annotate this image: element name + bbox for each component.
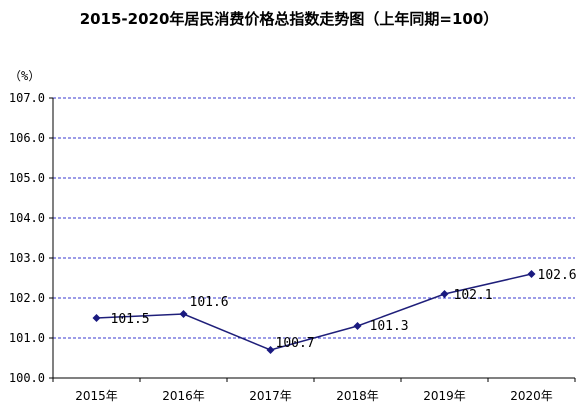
- data-point-marker: [266, 346, 275, 354]
- data-point-marker: [179, 310, 188, 318]
- data-label: 101.6: [190, 295, 229, 310]
- data-label: 102.1: [454, 288, 493, 303]
- data-point-marker: [92, 314, 101, 322]
- data-series: [92, 270, 536, 354]
- data-point-marker: [440, 290, 449, 298]
- y-tick-label: 106.0: [9, 131, 45, 145]
- gridlines: [53, 97, 575, 339]
- x-tick-label: 2019年: [423, 389, 466, 403]
- y-axis-ticks: 100.0 101.0 102.0 103.0 104.0 105.0 106.0 107.0: [9, 91, 53, 385]
- y-tick-label: 103.0: [9, 251, 45, 265]
- data-label: 101.3: [370, 319, 409, 334]
- y-axis-unit-label: （%）: [9, 69, 40, 83]
- x-tick-label: 2020年: [510, 389, 553, 403]
- data-label: 100.7: [276, 336, 315, 351]
- data-label: 102.6: [538, 268, 577, 283]
- y-tick-label: 105.0: [9, 171, 45, 185]
- data-label: 101.5: [111, 312, 150, 327]
- y-tick-label: 102.0: [9, 291, 45, 305]
- x-axis-ticks: 2015年 2016年 2017年 2018年 2019年 2020年: [52, 378, 576, 403]
- x-tick-label: 2016年: [162, 389, 205, 403]
- x-tick-label: 2017年: [249, 389, 292, 403]
- data-point-marker: [527, 270, 536, 278]
- y-tick-label: 107.0: [9, 91, 45, 105]
- series-line: [96, 273, 532, 351]
- x-tick-label: 2018年: [336, 389, 379, 403]
- y-tick-label: 101.0: [9, 331, 45, 345]
- y-tick-label: 100.0: [9, 371, 45, 385]
- y-tick-label: 104.0: [9, 211, 45, 225]
- x-tick-label: 2015年: [75, 389, 118, 403]
- data-point-marker: [353, 322, 362, 330]
- chart-title: 2015-2020年居民消费价格总指数走势图（上年同期=100）: [80, 10, 499, 28]
- data-labels: 101.5 101.6 100.7 101.3 102.1 102.6: [111, 268, 577, 351]
